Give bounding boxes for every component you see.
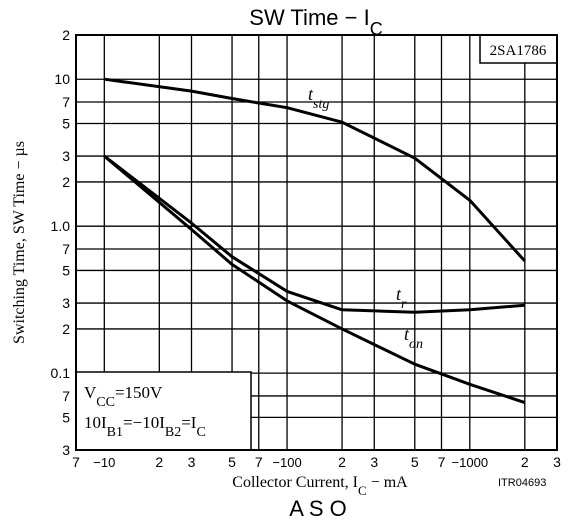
x-axis-label-part: Collector Current, I xyxy=(232,474,358,491)
y-tick-label: 0.1 xyxy=(51,365,71,381)
condition-text-part: V xyxy=(84,383,97,402)
x-tick-label: 3 xyxy=(553,454,561,470)
part-label: 2SA1786 xyxy=(490,43,547,59)
y-tick-label: 2 xyxy=(62,27,70,43)
x-tick-label: 3 xyxy=(188,454,196,470)
series-label-sub: r xyxy=(401,297,407,312)
texts: 7 −10 2 3 5 7 −100 2 3 5 7 −1000 2 3 2 10 7 5 3 2 1.0 7 5 3 2 0.1… xyxy=(11,5,561,521)
y-tick-label: 5 xyxy=(62,409,70,425)
x-tick-label: 2 xyxy=(521,454,529,470)
series-label-part: t xyxy=(404,324,410,344)
x-tick-label: 5 xyxy=(228,454,236,470)
series-label-part: t xyxy=(308,84,314,104)
y-tick-label: 7 xyxy=(62,94,70,110)
x-tick-label: 2 xyxy=(155,454,163,470)
y-tick-label: 5 xyxy=(62,262,70,278)
x-tick-label: 3 xyxy=(370,454,378,470)
y-tick-label: 2 xyxy=(62,321,70,337)
chart-title: SW Time − IC xyxy=(249,5,382,39)
x-tick-label: 7 xyxy=(72,454,80,470)
condition-text-sub: CC xyxy=(96,395,115,410)
y-tick-label: 3 xyxy=(62,295,70,311)
series-label-part: t xyxy=(396,284,402,304)
condition-text-part: =150V xyxy=(115,383,163,402)
series-label-sub: stg xyxy=(313,97,329,112)
x-tick-label: −100 xyxy=(272,455,301,470)
x-axis-label-part: − mA xyxy=(367,474,408,491)
next-chart-title: A S O xyxy=(289,496,346,521)
chart-title-sub: C xyxy=(370,19,383,39)
x-tick-label: −1000 xyxy=(452,455,489,470)
y-tick-label: 7 xyxy=(62,241,70,257)
series-label: ton xyxy=(404,324,423,352)
series-line xyxy=(103,154,526,405)
condition-text: VCC=150V xyxy=(84,383,163,410)
x-tick-label: 7 xyxy=(438,454,446,470)
condition-text-part: 10I xyxy=(84,413,107,432)
condition-text-part: =−10I xyxy=(123,413,165,432)
x-tick-label: 7 xyxy=(255,454,263,470)
x-tick-label: 5 xyxy=(411,454,419,470)
y-axis-label: Switching Time, SW Time − µs xyxy=(11,141,28,344)
y-tick-label: 3 xyxy=(62,148,70,164)
x-tick-label: −10 xyxy=(93,455,115,470)
y-tick-label: 1.0 xyxy=(51,218,71,234)
plot-frame xyxy=(75,34,558,451)
curves xyxy=(103,77,526,405)
condition-text: 10IB1=−10IB2=IC xyxy=(84,413,206,440)
series-line xyxy=(103,154,525,314)
condition-text-sub: B2 xyxy=(165,425,181,440)
series-label: tstg xyxy=(308,84,329,112)
condition-box xyxy=(75,371,252,451)
x-axis-label-sub: C xyxy=(358,483,367,498)
series-line xyxy=(104,77,526,263)
y-tick-label: 10 xyxy=(54,71,70,87)
y-tick-label: 5 xyxy=(62,115,70,131)
y-tick-label: 2 xyxy=(62,174,70,190)
x-axis-label: Collector Current, IC − mA xyxy=(232,474,408,498)
series-label-sub: on xyxy=(409,337,423,352)
chart-title-part: SW Time − I xyxy=(249,5,369,30)
condition-text-sub: B1 xyxy=(107,425,123,440)
condition-text-part: =I xyxy=(181,413,197,432)
figure-code: ITR04693 xyxy=(498,477,546,489)
condition-text-sub: C xyxy=(196,425,205,440)
x-tick-label: 2 xyxy=(338,454,346,470)
series-label: tr xyxy=(396,284,407,312)
y-tick-label: 3 xyxy=(62,442,70,458)
y-tick-label: 7 xyxy=(62,388,70,404)
